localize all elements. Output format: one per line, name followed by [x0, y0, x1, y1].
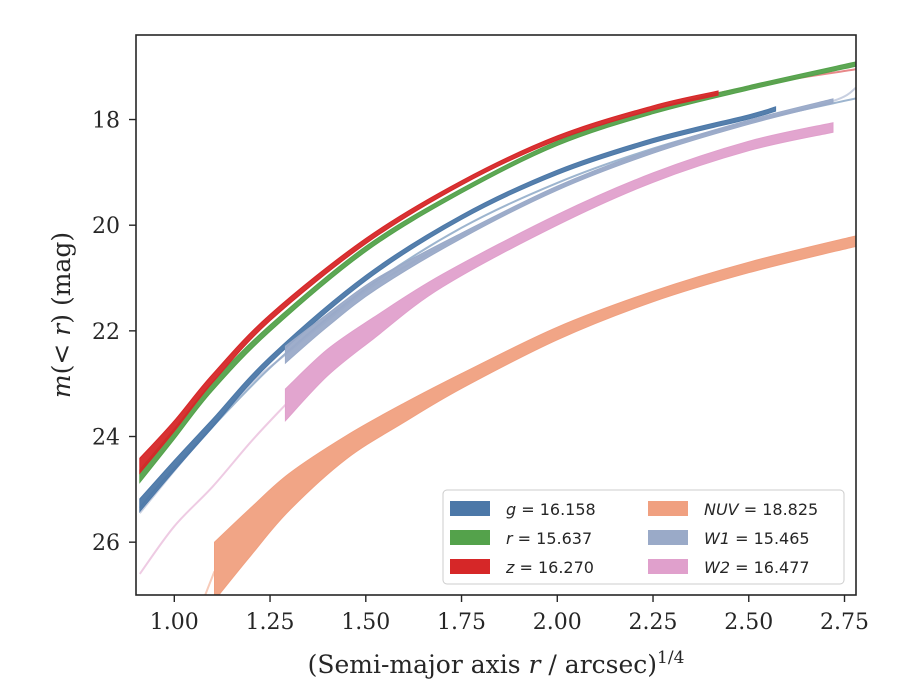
series-w2-extension: [138, 404, 287, 575]
legend: g = 16.158 r = 15.637 z = 16.270 NUV = 18.8…: [442, 489, 845, 585]
x-tick-label: 1.75: [437, 610, 486, 635]
legend-swatch-z: [450, 559, 490, 574]
x-tick-label: 2.00: [533, 610, 582, 635]
legend-label-z: z = 16.270: [505, 558, 594, 577]
series-w2-band: [284, 122, 834, 422]
series-g-band: [139, 106, 777, 513]
legend-swatch-r: [450, 530, 490, 545]
y-tick-label: 18: [92, 109, 120, 134]
legend-label-g: g = 16.158: [506, 500, 596, 519]
legend-swatch-nuv: [648, 501, 688, 516]
series-nuv-extension: [204, 570, 216, 595]
x-tick-label: 1.00: [150, 610, 199, 635]
y-axis-label: m(< r) (mag): [47, 232, 76, 398]
x-tick-label: 2.50: [724, 610, 773, 635]
x-tick-label: 1.25: [246, 610, 295, 635]
series-w1-extension: [139, 86, 856, 514]
legend-label-nuv: NUV = 18.825: [704, 500, 818, 519]
plot-area: [138, 61, 856, 595]
x-tick-label: 2.25: [629, 610, 678, 635]
plot-frame: [135, 34, 857, 596]
x-tick-label: 1.50: [341, 610, 390, 635]
legend-label-w1: W1 = 15.465: [704, 529, 810, 548]
axis-ticks: 1.00 1.25 1.50 1.75 2.00 2.25 2.50 2.75 18 20 22 24…: [92, 109, 869, 635]
legend-swatch-w1: [648, 530, 688, 545]
series-z-band: [139, 90, 719, 475]
legend-swatch-g: [450, 501, 490, 516]
series-w1-band: [284, 98, 834, 365]
legend-frame: [442, 489, 845, 585]
y-tick-label: 26: [92, 531, 120, 556]
legend-label-r: r = 15.637: [506, 529, 592, 548]
x-axis-label: (Semi-major axis r / arcsec)1/4: [308, 648, 685, 679]
y-tick-label: 22: [92, 320, 120, 345]
y-tick-label: 20: [92, 214, 120, 239]
series-r-band: [139, 61, 856, 484]
x-tick-label: 2.75: [820, 610, 869, 635]
series-nuv-band: [214, 235, 856, 595]
legend-swatch-w2: [648, 559, 688, 574]
y-tick-label: 24: [92, 426, 120, 451]
legend-label-w2: W2 = 16.477: [704, 558, 810, 577]
